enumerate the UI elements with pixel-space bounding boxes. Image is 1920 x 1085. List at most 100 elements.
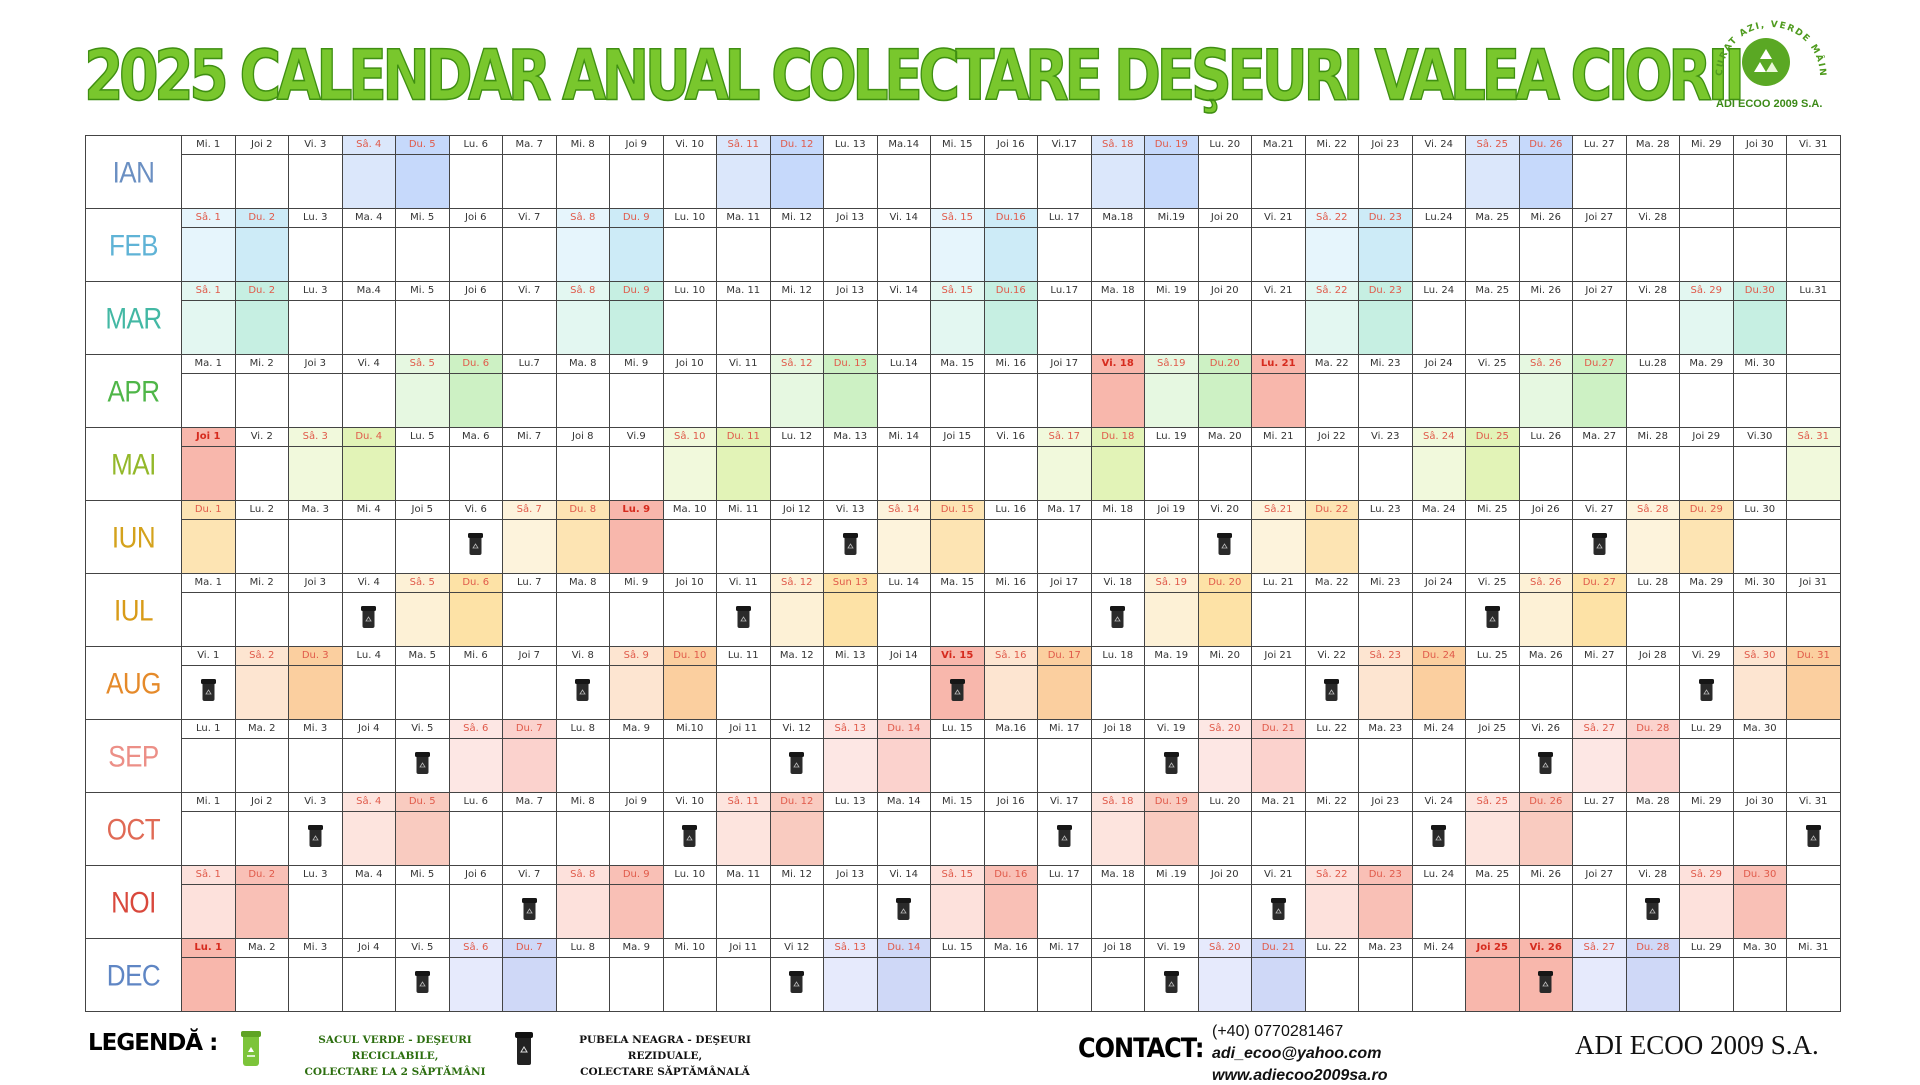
day-cell <box>1304 738 1359 793</box>
day-header: Ma. 25 <box>1465 281 1520 301</box>
day-cell <box>1197 884 1252 939</box>
month-label: NOI <box>85 865 182 939</box>
day-cell <box>1625 154 1680 209</box>
day-header: Lu. 13 <box>823 135 878 155</box>
day-cell <box>502 519 557 574</box>
day-cell <box>1304 154 1359 209</box>
day-header: Du.20 <box>1197 354 1252 374</box>
day-header: Mi. 9 <box>609 573 664 593</box>
day-header: Joi 20 <box>1197 865 1252 885</box>
day-cell <box>555 446 610 501</box>
day-cell <box>502 738 557 793</box>
day-header: Vi. 18 <box>1090 573 1145 593</box>
black-bin-icon <box>735 606 751 633</box>
contact-website[interactable]: www.adiecoo2009sa.ro <box>1212 1067 1388 1084</box>
day-cell <box>341 957 396 1012</box>
day-header: Sâ. 14 <box>876 500 931 520</box>
day-cell <box>716 665 771 720</box>
black-bin-icon <box>1484 606 1500 633</box>
day-cell <box>1518 373 1573 428</box>
day-header: Vi. 23 <box>1358 427 1413 447</box>
black-bin-icon <box>789 971 805 998</box>
month-name: MAI <box>111 446 156 481</box>
day-header: Sâ. 22 <box>1304 865 1359 885</box>
day-cell <box>1251 811 1306 866</box>
day-cell <box>1625 300 1680 355</box>
day-cell <box>502 884 557 939</box>
day-header: Sâ. 5 <box>395 573 450 593</box>
contact-email[interactable]: adi_ecoo@yahoo.com <box>1212 1045 1382 1062</box>
day-header: Joi 13 <box>823 208 878 228</box>
day-header: Sâ. 29 <box>1679 281 1734 301</box>
day-header: Vi. 3 <box>288 135 343 155</box>
day-header: Du. 27 <box>1572 573 1627 593</box>
day-header: Vi. 1 <box>181 646 236 666</box>
day-header: Mi. 3 <box>288 719 343 739</box>
day-header: Ma. 23 <box>1358 938 1413 958</box>
day-header: Vi. 22 <box>1304 646 1359 666</box>
day-cell <box>1625 738 1680 793</box>
day-header: Joi 17 <box>1037 573 1092 593</box>
day-header: Lu. 6 <box>448 792 503 812</box>
day-cell <box>1732 519 1787 574</box>
day-cell <box>1411 519 1466 574</box>
day-cell <box>1144 519 1199 574</box>
day-cell <box>448 738 503 793</box>
day-header: Lu. 21 <box>1251 573 1306 593</box>
day-cell <box>1572 446 1627 501</box>
day-header: Du.16 <box>983 208 1038 228</box>
contact-phone[interactable]: (+40) 0770281467 <box>1212 1023 1344 1040</box>
day-header: Mi. 14 <box>876 427 931 447</box>
month-name: MAR <box>105 300 162 335</box>
day-header: Du. 21 <box>1251 938 1306 958</box>
day-cell <box>823 811 878 866</box>
month-body-row <box>86 154 1841 209</box>
day-cell <box>288 884 343 939</box>
day-header: Mi. 10 <box>662 938 717 958</box>
day-cell <box>1090 811 1145 866</box>
day-header: Mi. 23 <box>1358 354 1413 374</box>
day-header: Du. 19 <box>1144 792 1199 812</box>
day-header: Lu. 9 <box>609 500 664 520</box>
day-cell <box>288 665 343 720</box>
day-cell <box>876 300 931 355</box>
day-cell <box>181 519 236 574</box>
day-cell <box>234 665 289 720</box>
day-header: Joi 20 <box>1197 208 1252 228</box>
day-cell <box>769 665 824 720</box>
day-header: Vi. 27 <box>1572 500 1627 520</box>
day-cell <box>1251 738 1306 793</box>
day-header: Lu.7 <box>502 354 557 374</box>
black-bin-icon <box>1110 606 1126 633</box>
day-cell <box>555 519 610 574</box>
day-header: Sâ. 15 <box>930 208 985 228</box>
day-header: Lu. 3 <box>288 281 343 301</box>
day-cell <box>234 957 289 1012</box>
day-cell <box>288 373 343 428</box>
day-cell <box>930 592 985 647</box>
day-header: Sâ. 6 <box>448 719 503 739</box>
day-header: Ma. 11 <box>716 281 771 301</box>
day-cell <box>1732 957 1787 1012</box>
day-header: Sâ. 3 <box>288 427 343 447</box>
day-cell <box>1251 665 1306 720</box>
day-header: Sâ. 13 <box>823 938 878 958</box>
day-header: Ma.16 <box>983 719 1038 739</box>
day-header: Mi. 2 <box>234 354 289 374</box>
day-header: Du. 19 <box>1144 135 1199 155</box>
day-cell <box>1518 519 1573 574</box>
day-header: Mi. 29 <box>1679 792 1734 812</box>
month-name: SEP <box>108 738 159 773</box>
day-cell <box>181 738 236 793</box>
black-bin-icon <box>789 752 805 779</box>
day-header: Du.30 <box>1732 281 1787 301</box>
day-header: Joi 6 <box>448 281 503 301</box>
day-cell <box>502 811 557 866</box>
day-cell <box>1465 446 1520 501</box>
day-header: Lu.31 <box>1786 281 1841 301</box>
day-header: Joi 15 <box>930 427 985 447</box>
day-header: Joi 18 <box>1090 719 1145 739</box>
day-header: Mi. 29 <box>1679 135 1734 155</box>
day-header: Sâ. 22 <box>1304 281 1359 301</box>
black-bin-icon <box>1324 679 1340 706</box>
